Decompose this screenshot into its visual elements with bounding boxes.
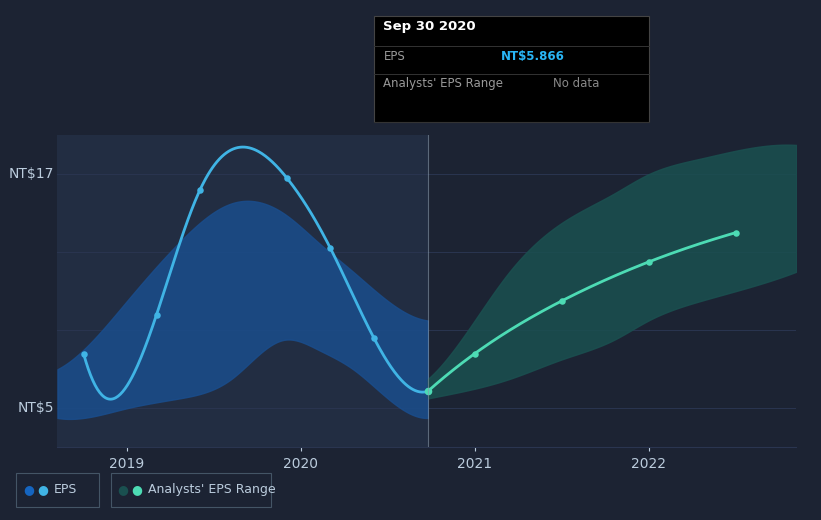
Bar [428, 135, 796, 447]
Point [150, 310, 163, 319]
Text: Analysts Forecasts: Analysts Forecasts [432, 110, 548, 123]
Text: NT$17: NT$17 [8, 167, 54, 181]
Point [367, 334, 380, 342]
Text: Actual: Actual [385, 110, 424, 123]
Text: Analysts' EPS Range: Analysts' EPS Range [383, 77, 503, 90]
Point [194, 186, 207, 194]
Text: Sep 30 2020: Sep 30 2020 [383, 20, 476, 33]
Point [77, 349, 90, 358]
Text: No data: No data [553, 77, 599, 90]
Point [729, 228, 742, 237]
Point [281, 174, 294, 182]
Text: ●: ● [23, 484, 34, 496]
Text: ●: ● [131, 484, 143, 496]
Point [642, 258, 655, 266]
Point [555, 297, 568, 305]
Text: ●: ● [117, 484, 129, 496]
Point [421, 387, 434, 396]
Bar [57, 135, 428, 447]
Text: EPS: EPS [383, 50, 405, 63]
Point [421, 387, 434, 396]
Point [323, 244, 337, 253]
Text: EPS: EPS [53, 484, 76, 496]
Text: ●: ● [37, 484, 48, 496]
Point [468, 349, 481, 358]
Text: Analysts' EPS Range: Analysts' EPS Range [148, 484, 275, 496]
Text: NT$5: NT$5 [17, 401, 54, 415]
Text: NT$5.866: NT$5.866 [501, 50, 565, 63]
